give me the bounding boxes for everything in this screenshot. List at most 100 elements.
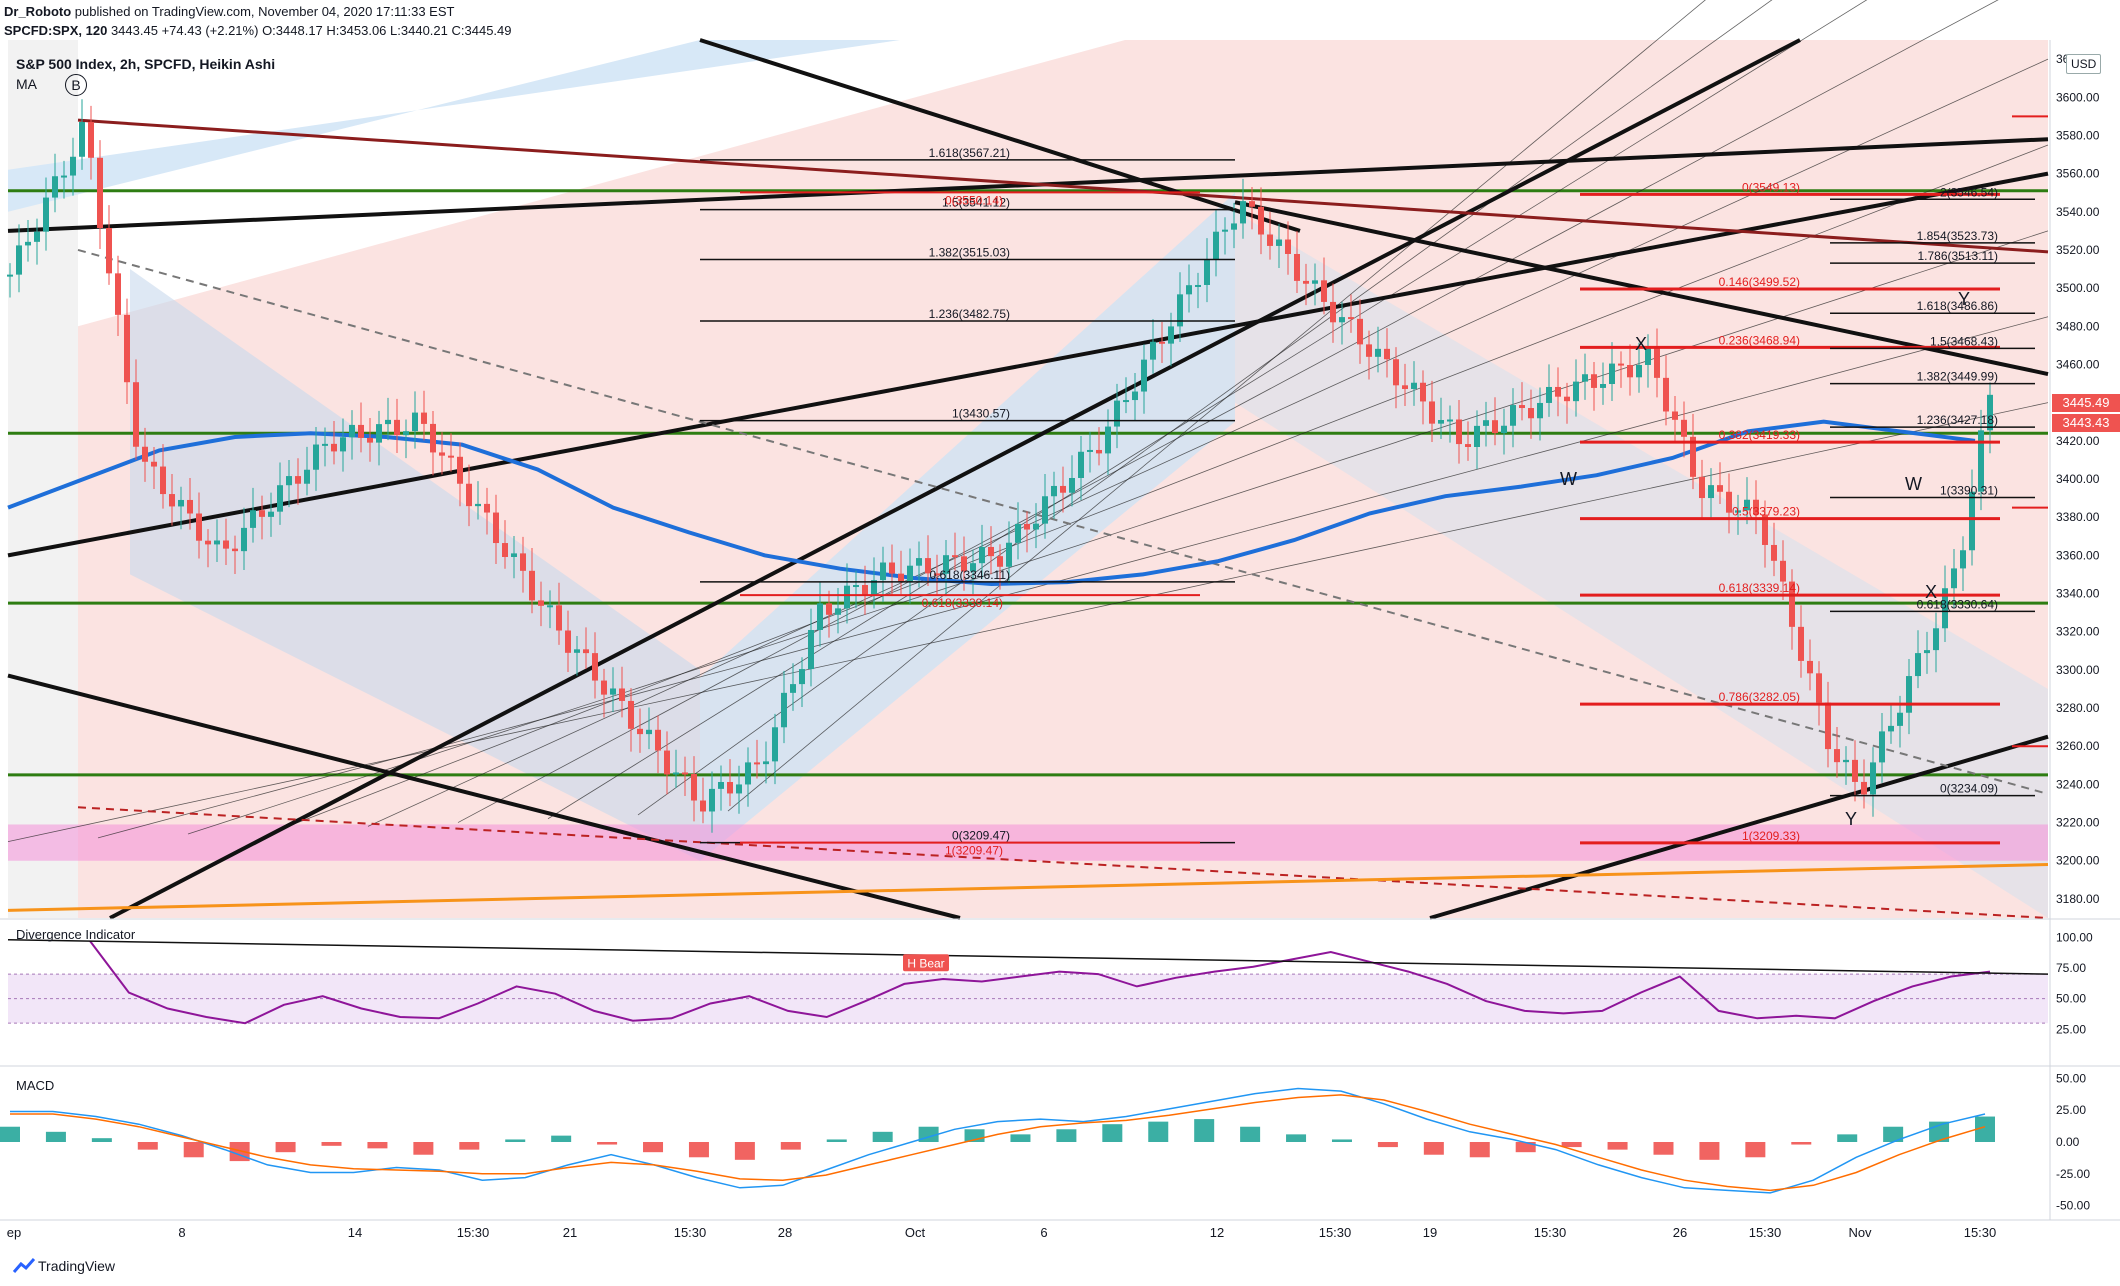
candle-body <box>1429 401 1435 424</box>
fib-right-red-label: 0.5(3379.23) <box>1732 505 1800 519</box>
candle-body <box>664 750 670 775</box>
fib-left-red-label: 0.618(3339.14) <box>922 596 1003 610</box>
fib-right-label: 1.236(3427.18) <box>1917 413 1998 427</box>
price-tick: 3580.00 <box>2056 128 2100 142</box>
fib-right-label: 2(3546.54) <box>1940 185 1998 199</box>
last-price: 3443.45 <box>110 23 158 38</box>
candle-body <box>673 772 679 775</box>
candle-body <box>205 540 211 545</box>
macd-hist-bar <box>1240 1126 1261 1142</box>
trend-line-6 <box>699 38 1301 233</box>
candle-body <box>916 558 922 566</box>
candle-body <box>925 558 931 574</box>
time-tick: 8 <box>178 1225 185 1240</box>
candle-body <box>592 653 598 681</box>
candle-body <box>1897 712 1903 726</box>
candle-body <box>547 605 553 608</box>
candle-body <box>961 556 967 572</box>
candle-body <box>115 273 121 315</box>
legend-badge[interactable]: B <box>65 74 87 96</box>
macd-hist-bar <box>1607 1142 1628 1150</box>
candle-body <box>844 585 850 609</box>
candle-body <box>403 431 409 436</box>
candle-body <box>1420 382 1426 402</box>
candle-body <box>1573 381 1579 402</box>
price-tick: 3480.00 <box>2056 319 2100 333</box>
fib-left-label: 1.236(3482.75) <box>929 307 1010 321</box>
candle-body <box>1069 477 1075 493</box>
candle-body <box>1942 588 1948 629</box>
fib-left-red-label: 0(3550.14) <box>945 193 1003 207</box>
fib-right-label: 1.786(3513.11) <box>1917 249 1998 263</box>
candle-body <box>853 585 859 588</box>
price-tick: 3180.00 <box>2056 892 2100 906</box>
price-tick: 3420.00 <box>2056 434 2100 448</box>
candle-body <box>34 231 40 242</box>
orange-ma-line <box>7 863 2049 912</box>
candle-body <box>430 423 436 453</box>
author[interactable]: Dr_Roboto <box>4 4 72 19</box>
legend-ma[interactable]: MA <box>16 76 37 92</box>
candle-body <box>1636 364 1642 378</box>
candle-body <box>349 424 355 438</box>
currency-label[interactable]: USD <box>2066 54 2102 74</box>
candle-body <box>1249 201 1255 207</box>
macd-hist-bar <box>1653 1142 1674 1155</box>
candle-body <box>1411 382 1417 389</box>
candle-body <box>493 512 499 544</box>
candle-body <box>565 630 571 653</box>
candle-body <box>934 573 940 576</box>
candle-body <box>1132 391 1138 401</box>
macd-hist-bar <box>1194 1119 1215 1142</box>
candle-body <box>1465 444 1471 447</box>
candle-body <box>520 553 526 571</box>
candle-body <box>16 245 22 275</box>
candle-body <box>7 274 13 277</box>
candle-body <box>1339 317 1345 323</box>
macd-hist-bar <box>734 1142 755 1160</box>
macd-hist-bar <box>780 1142 801 1150</box>
macd-hist-bar <box>45 1131 66 1142</box>
candle-body <box>142 446 148 462</box>
candle-body <box>1618 363 1624 366</box>
fib-left-label: 1(3430.57) <box>952 407 1010 421</box>
candle-body <box>1276 239 1282 246</box>
fib-right-label: 1.5(3468.43) <box>1930 334 1998 348</box>
price-tick: 3600.00 <box>2056 90 2100 104</box>
candle-body <box>61 175 67 178</box>
candle-body <box>52 176 58 198</box>
low-value: L:3440.21 <box>390 23 448 38</box>
price-tick: 3200.00 <box>2056 854 2100 868</box>
candle-body <box>367 437 373 443</box>
candle-body <box>1303 280 1309 284</box>
candle-body <box>1555 386 1561 397</box>
candle-body <box>178 499 184 507</box>
candle-body <box>1087 449 1093 452</box>
candle-body <box>1654 348 1660 378</box>
candle-body <box>1150 341 1156 360</box>
candle-body <box>1060 485 1066 493</box>
candle-body <box>529 570 535 601</box>
price-tick: 3380.00 <box>2056 510 2100 524</box>
candle-body <box>1951 568 1957 589</box>
fib-right-red-label: 0.618(3339.14) <box>1719 581 1800 595</box>
candle-body <box>1969 491 1975 551</box>
candle-body <box>1744 499 1750 511</box>
macd-hist-bar <box>0 1126 20 1142</box>
high-value: H:3453.06 <box>326 23 387 38</box>
candle-body <box>943 555 949 574</box>
shade-down-channel <box>130 269 700 861</box>
macd-line <box>10 1087 1986 1194</box>
candle-body <box>718 781 724 789</box>
macd-hist-bar <box>1331 1139 1352 1142</box>
footer-brand[interactable]: TradingView <box>38 1258 116 1274</box>
close-value: C:3445.49 <box>451 23 512 38</box>
candle-body <box>1609 363 1615 385</box>
candle-body <box>1510 405 1516 426</box>
candle-body <box>628 700 634 729</box>
time-tick: 15:30 <box>1964 1225 1997 1240</box>
fib-right-red-label: 0.146(3499.52) <box>1719 275 1800 289</box>
wave-label-X: X <box>1635 334 1647 354</box>
